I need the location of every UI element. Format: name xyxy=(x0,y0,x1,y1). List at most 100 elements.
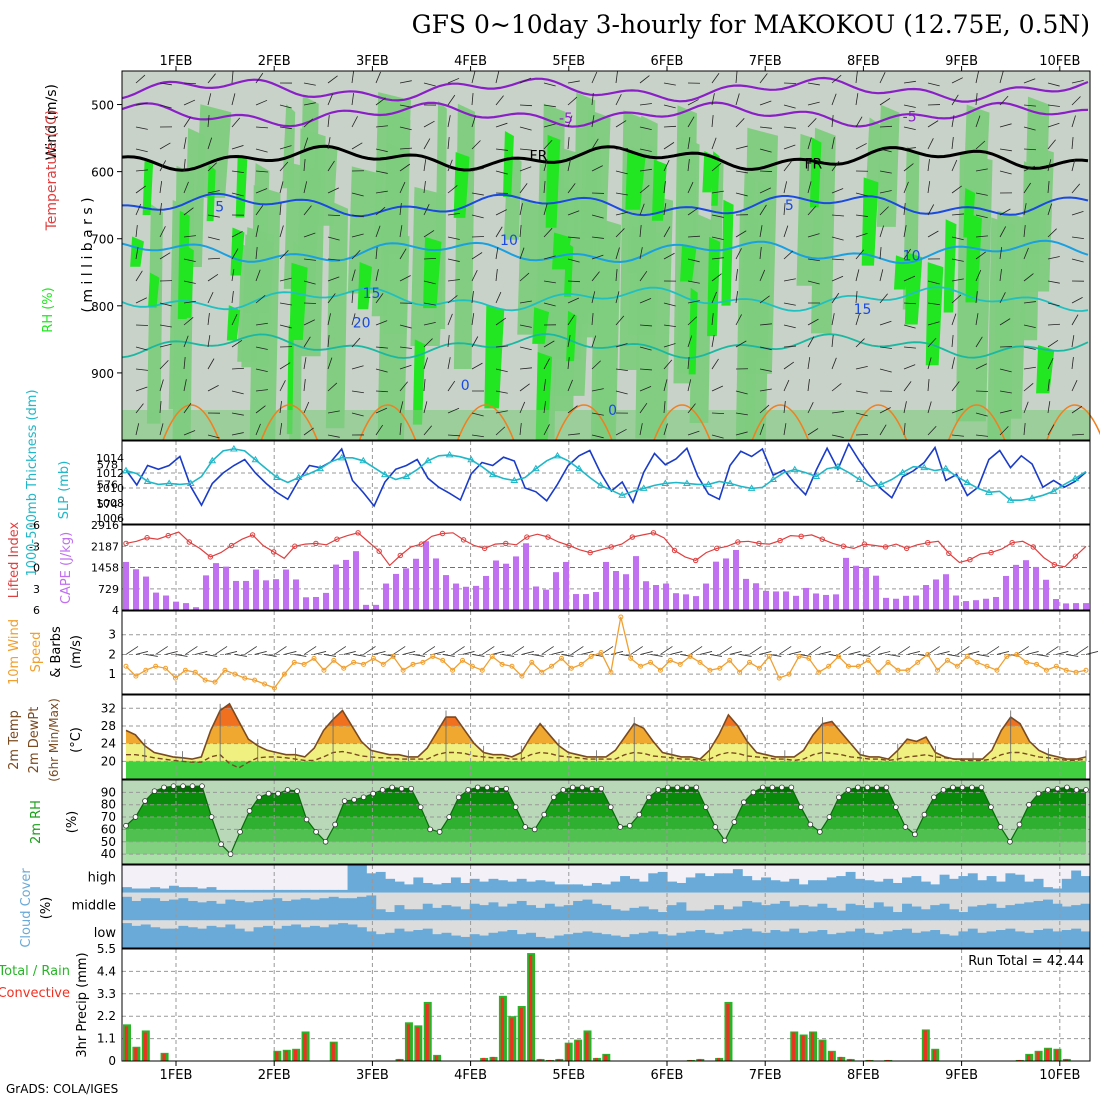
rh-point xyxy=(722,837,728,844)
wind-barb xyxy=(255,225,259,238)
rh-point xyxy=(1026,801,1032,808)
wind-speed-point xyxy=(865,657,871,663)
rh-saturated-area xyxy=(702,151,715,193)
wind-barb xyxy=(663,226,671,238)
right-tick-label: 1010 xyxy=(96,482,124,495)
rh-point xyxy=(959,784,966,791)
wind-barb xyxy=(567,115,573,128)
wind-barb xyxy=(735,291,739,304)
wind-barb xyxy=(711,385,724,392)
wind-barb xyxy=(591,71,598,84)
wind-barb xyxy=(495,368,508,373)
cape-bar xyxy=(373,604,379,610)
cloud-bar xyxy=(949,935,959,948)
cloud-bar xyxy=(1005,928,1016,948)
cloud-bar xyxy=(996,881,1006,893)
wind-barb xyxy=(327,313,331,326)
cape-bar xyxy=(613,571,619,610)
wind-barb xyxy=(1071,137,1074,150)
wind-barb xyxy=(423,230,435,238)
x-tick-label: 9FEB xyxy=(945,54,978,69)
cape-bar xyxy=(993,596,999,610)
cloud-bar xyxy=(1014,874,1025,893)
rh-point xyxy=(655,787,662,793)
wind-barb xyxy=(711,214,724,218)
thickness-point xyxy=(941,464,950,472)
wind-barb xyxy=(591,412,604,416)
wind-barb xyxy=(951,313,957,326)
lifted-index-point xyxy=(714,545,720,552)
cloud-bar xyxy=(253,927,264,948)
cloud-bar xyxy=(591,903,602,921)
wind-barb xyxy=(663,181,666,194)
cloud-bar xyxy=(187,887,198,893)
wind-barb xyxy=(423,257,437,260)
cloud-bar xyxy=(122,923,132,948)
wind-barb xyxy=(783,104,796,109)
cloud-bar xyxy=(356,927,367,948)
wind-speed-point xyxy=(410,661,416,667)
cloud-bar xyxy=(864,880,875,893)
wind-barb xyxy=(999,390,1012,394)
wind-barb xyxy=(887,654,901,657)
wind-barb xyxy=(927,321,940,326)
y-axis-label: RH (%) xyxy=(41,287,56,332)
cloud-bar xyxy=(601,934,612,948)
wind-barb xyxy=(303,379,306,392)
wind-barb xyxy=(735,93,740,106)
wind-barb xyxy=(855,116,863,128)
wind-barb xyxy=(183,335,189,348)
wind-speed-point xyxy=(539,669,545,675)
cape-bar xyxy=(833,594,839,610)
cloud-bar xyxy=(488,932,499,948)
wind-barb xyxy=(159,401,162,414)
x-tick-label: 9FEB xyxy=(945,1068,978,1083)
wind-speed-point xyxy=(855,663,861,669)
wind-barb xyxy=(399,126,412,131)
wind-barb xyxy=(231,145,244,150)
cloud-bar xyxy=(328,889,339,893)
x-tick-label: 8FEB xyxy=(847,54,880,69)
cape-bar xyxy=(573,594,579,610)
rh-point xyxy=(769,784,776,791)
rh-area xyxy=(249,185,281,440)
cloud-bar xyxy=(967,873,978,893)
wind-barb xyxy=(279,203,282,216)
y-tick-label: 500 xyxy=(91,99,114,113)
cloud-bar xyxy=(197,928,208,948)
wind-barb xyxy=(323,654,337,657)
cloud-bar xyxy=(544,903,555,921)
cape-bar xyxy=(1003,575,1009,610)
wind-barb xyxy=(551,651,564,655)
cloud-bar xyxy=(366,931,377,948)
wind-barb xyxy=(711,257,724,260)
wind-barb xyxy=(831,335,834,348)
wind-barb xyxy=(759,651,772,655)
wind-speed-point xyxy=(885,659,891,665)
wind-speed-point xyxy=(796,653,802,659)
right-tick-label: 729 xyxy=(98,583,119,596)
wind-barb xyxy=(519,203,523,216)
lifted-index-point xyxy=(270,549,277,555)
wind-barb xyxy=(519,367,532,370)
rh-point xyxy=(246,808,253,814)
rh-point xyxy=(227,851,234,857)
wind-barb xyxy=(783,302,796,306)
precip-convective-bar xyxy=(1064,1058,1068,1061)
rh-point xyxy=(1064,784,1070,791)
thickness-point xyxy=(726,479,734,486)
wind-barb xyxy=(807,101,820,106)
precip-convective-bar xyxy=(275,1051,279,1061)
y-tick-label: 24 xyxy=(101,737,116,751)
wind-barb xyxy=(927,230,939,238)
wind-barb xyxy=(807,428,819,436)
wind-barb xyxy=(492,651,505,655)
rh-point xyxy=(208,814,215,820)
rh-point xyxy=(446,814,452,820)
contour-warm xyxy=(162,404,220,441)
wind-barb xyxy=(831,383,842,392)
wind-barb xyxy=(1047,139,1056,150)
panel-frame xyxy=(121,779,1091,865)
cloud-bar xyxy=(723,873,734,893)
wind-barb xyxy=(375,346,388,349)
